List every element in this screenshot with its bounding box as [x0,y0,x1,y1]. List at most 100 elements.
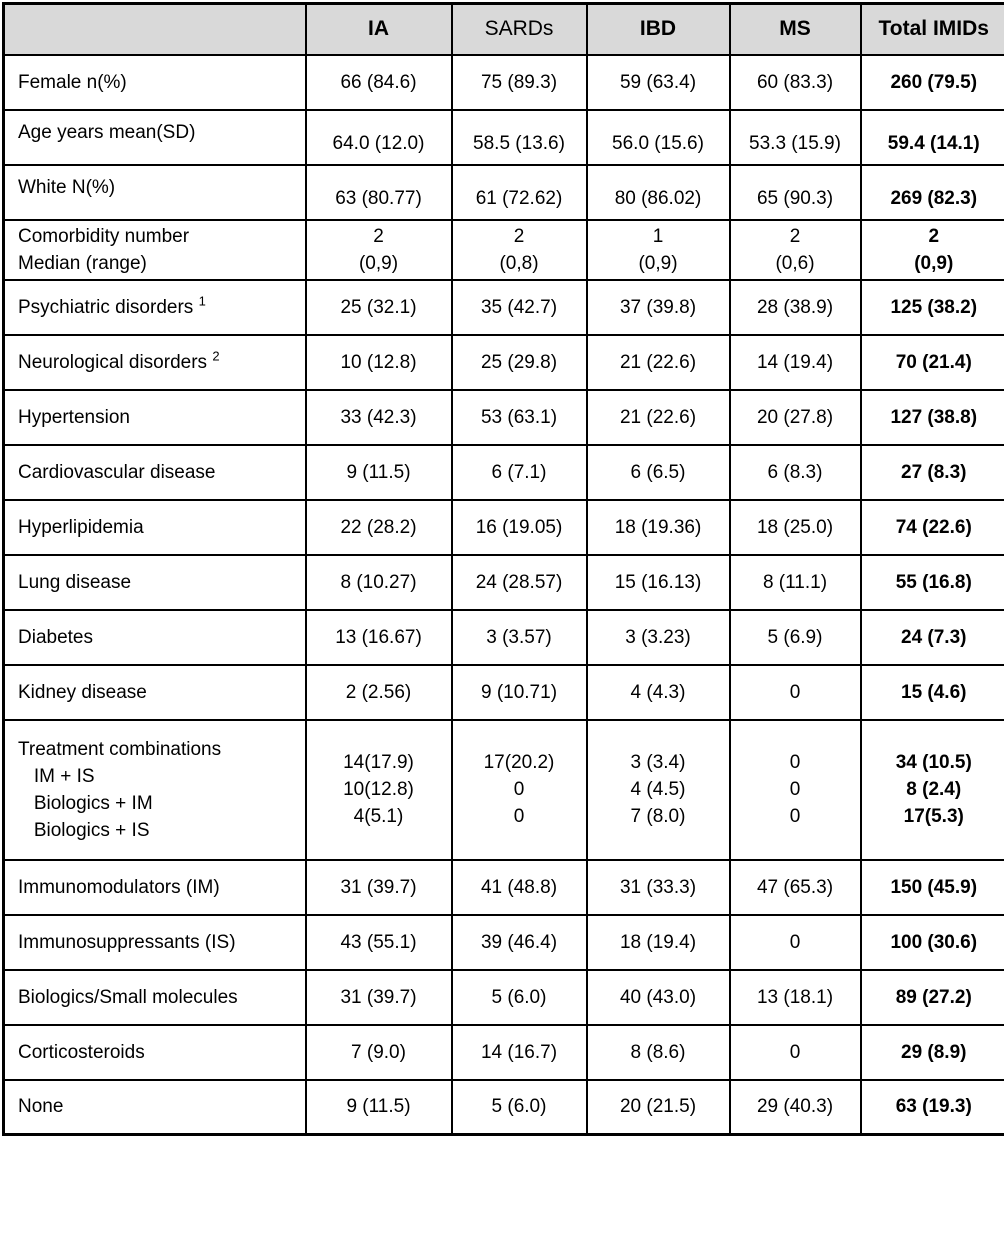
row-label: White N(%) [2,163,307,221]
value-cell: 34 (10.5) 8 (2.4) 17(5.3) [859,718,1004,861]
table-row: Treatment combinations IM + IS Biologics… [2,718,1004,861]
value-cell: 3 (3.23) [585,608,731,666]
value-cell: 150 (45.9) [859,858,1004,916]
row-label: None [2,1078,307,1136]
value-cell: 59 (63.4) [585,53,731,111]
table-row: Age years mean(SD) 64.0 (12.0) 58.5 (13.6)… [2,108,1004,166]
row-label: Hypertension [2,388,307,446]
value-cell: 21 (22.6) [585,333,731,391]
value-cell: 64.0 (12.0) [304,108,453,166]
value-cell: 5 (6.9) [728,608,862,666]
value-cell: 35 (42.7) [450,278,588,336]
row-label: Comorbidity number Median (range) [2,218,307,281]
row-label: Lung disease [2,553,307,611]
row-label: Cardiovascular disease [2,443,307,501]
value-cell: 16 (19.05) [450,498,588,556]
value-cell: 127 (38.8) [859,388,1004,446]
value-cell: 17(20.2) 0 0 [450,718,588,861]
value-cell: 9 (11.5) [304,1078,453,1136]
header-cell-sards: SARDs [450,2,588,56]
value-cell: 8 (10.27) [304,553,453,611]
value-cell: 41 (48.8) [450,858,588,916]
value-cell: 31 (39.7) [304,858,453,916]
value-cell: 1 (0,9) [585,218,731,281]
value-cell: 9 (11.5) [304,443,453,501]
value-cell: 47 (65.3) [728,858,862,916]
value-cell: 89 (27.2) [859,968,1004,1026]
value-cell: 24 (28.57) [450,553,588,611]
value-cell: 31 (39.7) [304,968,453,1026]
value-cell: 55 (16.8) [859,553,1004,611]
table-row: Biologics/Small molecules 31 (39.7) 5 (6.0… [2,968,1004,1026]
value-cell: 2 (0,9) [859,218,1004,281]
value-cell: 0 0 0 [728,718,862,861]
value-cell: 80 (86.02) [585,163,731,221]
value-cell: 2 (2.56) [304,663,453,721]
value-cell: 3 (3.57) [450,608,588,666]
table-row: Immunosuppressants (IS) 43 (55.1) 39 (46.4… [2,913,1004,971]
value-cell: 27 (8.3) [859,443,1004,501]
value-cell: 20 (27.8) [728,388,862,446]
value-cell: 0 [728,663,862,721]
value-cell: 6 (8.3) [728,443,862,501]
value-cell: 14 (16.7) [450,1023,588,1081]
table-row: Immunomodulators (IM) 31 (39.7) 41 (48.8) 3… [2,858,1004,916]
table-header: IA SARDs IBD MS Total IMIDs [2,2,1004,56]
row-label: Female n(%) [2,53,307,111]
table-row: White N(%) 63 (80.77) 61 (72.62) 80 (86.02)… [2,163,1004,221]
header-cell-total-imids: Total IMIDs [859,2,1004,56]
value-cell: 43 (55.1) [304,913,453,971]
value-cell: 13 (16.67) [304,608,453,666]
value-cell: 2 (0,9) [304,218,453,281]
table-row: Corticosteroids 7 (9.0) 14 (16.7) 8 (8.6) 0 2… [2,1023,1004,1081]
value-cell: 4 (4.3) [585,663,731,721]
row-label: Biologics/Small molecules [2,968,307,1026]
row-label: Kidney disease [2,663,307,721]
value-cell: 5 (6.0) [450,968,588,1026]
value-cell: 74 (22.6) [859,498,1004,556]
table-row: None 9 (11.5) 5 (6.0) 20 (21.5) 29 (40.3) 63 … [2,1078,1004,1136]
imids-comorbidity-table: IA SARDs IBD MS Total IMIDs Female n(%) 66 (8… [2,2,1004,1136]
table-row: Cardiovascular disease 9 (11.5) 6 (7.1) 6 (… [2,443,1004,501]
value-cell: 33 (42.3) [304,388,453,446]
value-cell: 61 (72.62) [450,163,588,221]
value-cell: 29 (8.9) [859,1023,1004,1081]
value-cell: 15 (4.6) [859,663,1004,721]
row-label: Immunosuppressants (IS) [2,913,307,971]
table-row: Female n(%) 66 (84.6) 75 (89.3) 59 (63.4) 60… [2,53,1004,111]
value-cell: 65 (90.3) [728,163,862,221]
value-cell: 22 (28.2) [304,498,453,556]
value-cell: 125 (38.2) [859,278,1004,336]
table-row: Diabetes 13 (16.67) 3 (3.57) 3 (3.23) 5 (6.9… [2,608,1004,666]
value-cell: 63 (19.3) [859,1078,1004,1136]
table-row: Neurological disorders 2 10 (12.8) 25 (29.… [2,333,1004,391]
row-label: Diabetes [2,608,307,666]
table-row: Lung disease 8 (10.27) 24 (28.57) 15 (16.13… [2,553,1004,611]
value-cell: 0 [728,1023,862,1081]
value-cell: 18 (19.36) [585,498,731,556]
value-cell: 6 (6.5) [585,443,731,501]
value-cell: 7 (9.0) [304,1023,453,1081]
value-cell: 2 (0,8) [450,218,588,281]
footnote-superscript: 1 [198,293,206,309]
value-cell: 24 (7.3) [859,608,1004,666]
value-cell: 58.5 (13.6) [450,108,588,166]
table-row: Kidney disease 2 (2.56) 9 (10.71) 4 (4.3) 0 1… [2,663,1004,721]
header-cell-empty [2,2,307,56]
row-label: Neurological disorders 2 [2,333,307,391]
value-cell: 53.3 (15.9) [728,108,862,166]
value-cell: 260 (79.5) [859,53,1004,111]
value-cell: 2 (0,6) [728,218,862,281]
row-label: Psychiatric disorders 1 [2,278,307,336]
value-cell: 15 (16.13) [585,553,731,611]
table-row: Hyperlipidemia 22 (28.2) 16 (19.05) 18 (19.… [2,498,1004,556]
row-label: Corticosteroids [2,1023,307,1081]
value-cell: 39 (46.4) [450,913,588,971]
value-cell: 40 (43.0) [585,968,731,1026]
footnote-superscript: 2 [212,348,220,364]
value-cell: 56.0 (15.6) [585,108,731,166]
value-cell: 20 (21.5) [585,1078,731,1136]
value-cell: 0 [728,913,862,971]
row-label: Age years mean(SD) [2,108,307,166]
